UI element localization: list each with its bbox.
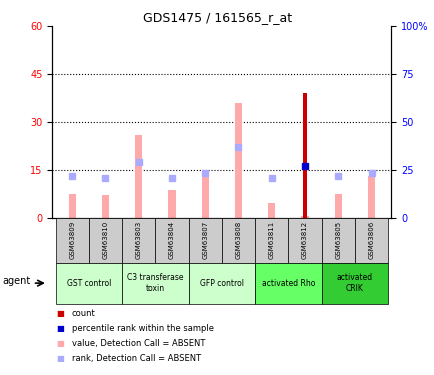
Bar — [69, 194, 76, 217]
Bar — [334, 194, 341, 217]
Text: ■: ■ — [56, 354, 64, 363]
Bar — [303, 93, 306, 218]
Bar — [122, 262, 188, 304]
Bar — [56, 262, 122, 304]
Text: ■: ■ — [56, 339, 64, 348]
Text: percentile rank within the sample: percentile rank within the sample — [72, 324, 213, 333]
Bar — [321, 262, 387, 304]
Text: GSM63810: GSM63810 — [102, 221, 108, 259]
Bar — [254, 217, 288, 262]
Bar — [221, 217, 254, 262]
Bar — [122, 217, 155, 262]
Bar — [155, 217, 188, 262]
Bar — [188, 217, 221, 262]
Bar — [234, 103, 241, 218]
Text: GSM63803: GSM63803 — [135, 221, 141, 259]
Bar — [168, 190, 175, 217]
Text: GDS1475 / 161565_r_at: GDS1475 / 161565_r_at — [143, 11, 291, 24]
Text: count: count — [72, 309, 95, 318]
Bar — [367, 176, 374, 218]
Bar — [267, 203, 275, 217]
Text: GSM63806: GSM63806 — [368, 221, 374, 259]
Text: agent: agent — [2, 276, 30, 286]
Bar — [254, 262, 321, 304]
Bar — [201, 176, 208, 218]
Text: value, Detection Call = ABSENT: value, Detection Call = ABSENT — [72, 339, 205, 348]
Bar — [288, 217, 321, 262]
Text: activated Rho: activated Rho — [261, 279, 314, 288]
Bar — [188, 262, 254, 304]
Text: GSM63804: GSM63804 — [168, 221, 174, 259]
Bar — [321, 217, 354, 262]
Text: C3 transferase
toxin: C3 transferase toxin — [127, 273, 183, 293]
Text: ■: ■ — [56, 309, 64, 318]
Text: activated
CRIK: activated CRIK — [336, 273, 372, 293]
Text: rank, Detection Call = ABSENT: rank, Detection Call = ABSENT — [72, 354, 201, 363]
Bar — [354, 217, 387, 262]
Text: GSM63812: GSM63812 — [301, 221, 307, 259]
Text: GSM63805: GSM63805 — [335, 221, 341, 259]
Bar — [102, 195, 109, 217]
Text: GSM63808: GSM63808 — [235, 221, 241, 259]
Bar — [56, 217, 89, 262]
Text: ■: ■ — [56, 324, 64, 333]
Bar — [135, 135, 142, 218]
Bar — [89, 217, 122, 262]
Text: GSM63811: GSM63811 — [268, 221, 274, 259]
Text: GST control: GST control — [66, 279, 111, 288]
Text: GFP control: GFP control — [199, 279, 243, 288]
Text: GSM63809: GSM63809 — [69, 221, 75, 259]
Bar — [301, 216, 308, 217]
Text: GSM63807: GSM63807 — [202, 221, 208, 259]
